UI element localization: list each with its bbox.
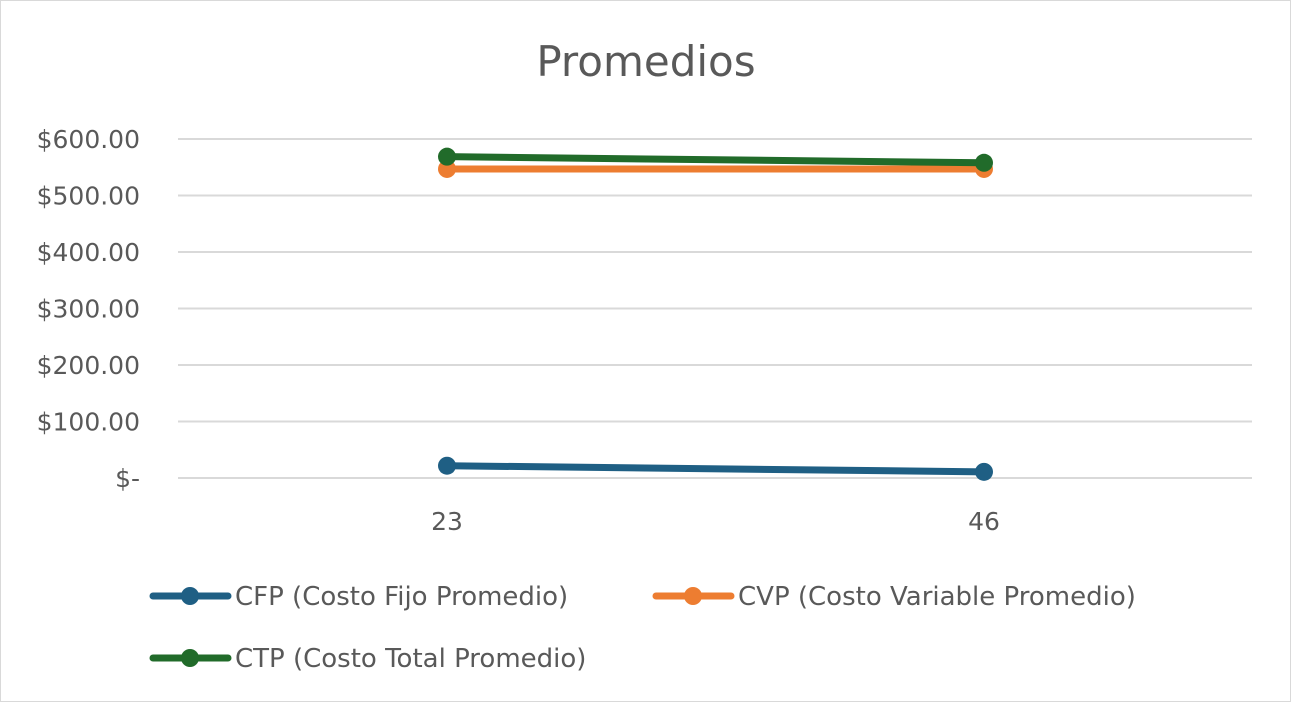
legend-label: CTP (Costo Total Promedio) — [235, 644, 586, 674]
legend-item: CFP (Costo Fijo Promedio) — [149, 582, 568, 612]
y-tick-label: $400.00 — [37, 238, 140, 267]
y-tick-label: $300.00 — [37, 295, 140, 324]
series-line — [443, 153, 988, 167]
x-tick-label: 46 — [968, 507, 1000, 536]
legend-swatch-marker — [181, 649, 199, 667]
y-tick-label: $- — [115, 464, 140, 493]
legend: CFP (Costo Fijo Promedio) CVP (Costo Vari… — [149, 582, 1136, 674]
legend-item: CTP (Costo Total Promedio) — [149, 644, 586, 674]
legend-swatch-marker — [684, 587, 702, 605]
y-axis: $- $100.00 $200.00 $300.00 $400.00 $500.00 $60… — [37, 125, 140, 493]
series-layer — [438, 147, 993, 481]
grid-layer — [178, 138, 1252, 479]
y-tick-label: $200.00 — [37, 351, 140, 380]
series — [438, 147, 993, 172]
legend-label: CFP (Costo Fijo Promedio) — [235, 582, 568, 612]
chart-title: Promedios — [536, 37, 755, 86]
series — [438, 456, 993, 481]
data-point — [438, 147, 456, 166]
data-point — [438, 456, 456, 475]
series-line — [443, 462, 988, 476]
data-point — [975, 462, 993, 481]
x-axis: 23 46 — [431, 507, 1000, 536]
data-point — [975, 153, 993, 172]
legend-swatch-marker — [181, 587, 199, 605]
legend-label: CVP (Costo Variable Promedio) — [738, 582, 1136, 612]
y-tick-label: $600.00 — [37, 125, 140, 154]
x-tick-label: 23 — [431, 507, 463, 536]
legend-item: CVP (Costo Variable Promedio) — [652, 582, 1136, 612]
y-tick-label: $100.00 — [37, 408, 140, 437]
y-tick-label: $500.00 — [37, 182, 140, 211]
